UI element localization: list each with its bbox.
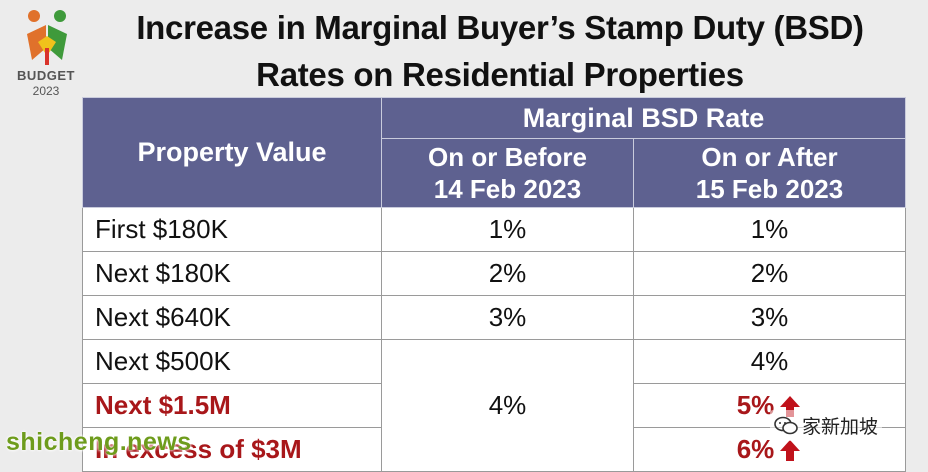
property-value-cell: In excess of $3M: [82, 427, 382, 472]
rate-after-cell: 2%: [633, 251, 906, 296]
rate-before-cell: 2%: [381, 251, 634, 296]
arrow-up-icon: [780, 396, 801, 417]
property-value-cell: Next $500K: [82, 339, 382, 384]
rate-before-cell: 1%: [381, 207, 634, 252]
page-title: Increase in Marginal Buyer’s Stamp Duty …: [90, 4, 910, 98]
table-row: Next $500K 4% 4%: [82, 339, 906, 472]
header-before-date: On or Before 14 Feb 2023: [381, 138, 634, 208]
header-after-date: On or After 15 Feb 2023: [633, 138, 906, 208]
header-marginal-bsd-rate: Marginal BSD Rate: [381, 97, 906, 139]
header-after-line-2: 15 Feb 2023: [695, 174, 844, 204]
property-value-cell: Next $1.5M: [82, 383, 382, 428]
rate-after-cell: 1%: [633, 207, 906, 252]
watermark-shicheng: shicheng.news: [6, 428, 192, 456]
rate-after-cell: 4%: [633, 339, 906, 384]
title-line-1: Increase in Marginal Buyer’s Stamp Duty …: [136, 9, 864, 46]
header-before-line-2: 14 Feb 2023: [433, 174, 582, 204]
budget-2023-logo: BUDGET 2023: [14, 8, 78, 98]
bsd-rates-table: Property Value Marginal BSD Rate On or B…: [82, 97, 906, 472]
wechat-icon: [774, 416, 798, 434]
table-row: First $180K 1% 1%: [82, 207, 906, 252]
table-row: Next $180K 2% 2%: [82, 251, 906, 296]
header-property-value: Property Value: [82, 97, 382, 208]
table-row-highlighted: Next $1.5M 5%: [82, 383, 906, 428]
property-value-cell: First $180K: [82, 207, 382, 252]
rate-after-value: 5%: [736, 390, 775, 420]
budget-logo-mark: [27, 10, 67, 65]
arrow-up-icon: [780, 440, 801, 461]
watermark-wechat: 家新加坡: [770, 410, 883, 441]
logo-year-text: 2023: [32, 84, 60, 98]
rate-before-merged-cell: 4%: [381, 339, 634, 472]
rate-after-value: 6%: [736, 434, 775, 464]
property-value-cell: Next $180K: [82, 251, 382, 296]
watermark-wechat-text: 家新加坡: [802, 417, 879, 438]
rate-after-cell: 3%: [633, 295, 906, 340]
header-after-line-1: On or After: [701, 142, 838, 172]
property-value-cell: Next $640K: [82, 295, 382, 340]
logo-budget-text: BUDGET: [17, 68, 75, 83]
title-line-2: Rates on Residential Properties: [256, 56, 744, 93]
table-row: Next $640K 3% 3%: [82, 295, 906, 340]
rate-before-cell: 3%: [381, 295, 634, 340]
header-before-line-1: On or Before: [428, 142, 587, 172]
